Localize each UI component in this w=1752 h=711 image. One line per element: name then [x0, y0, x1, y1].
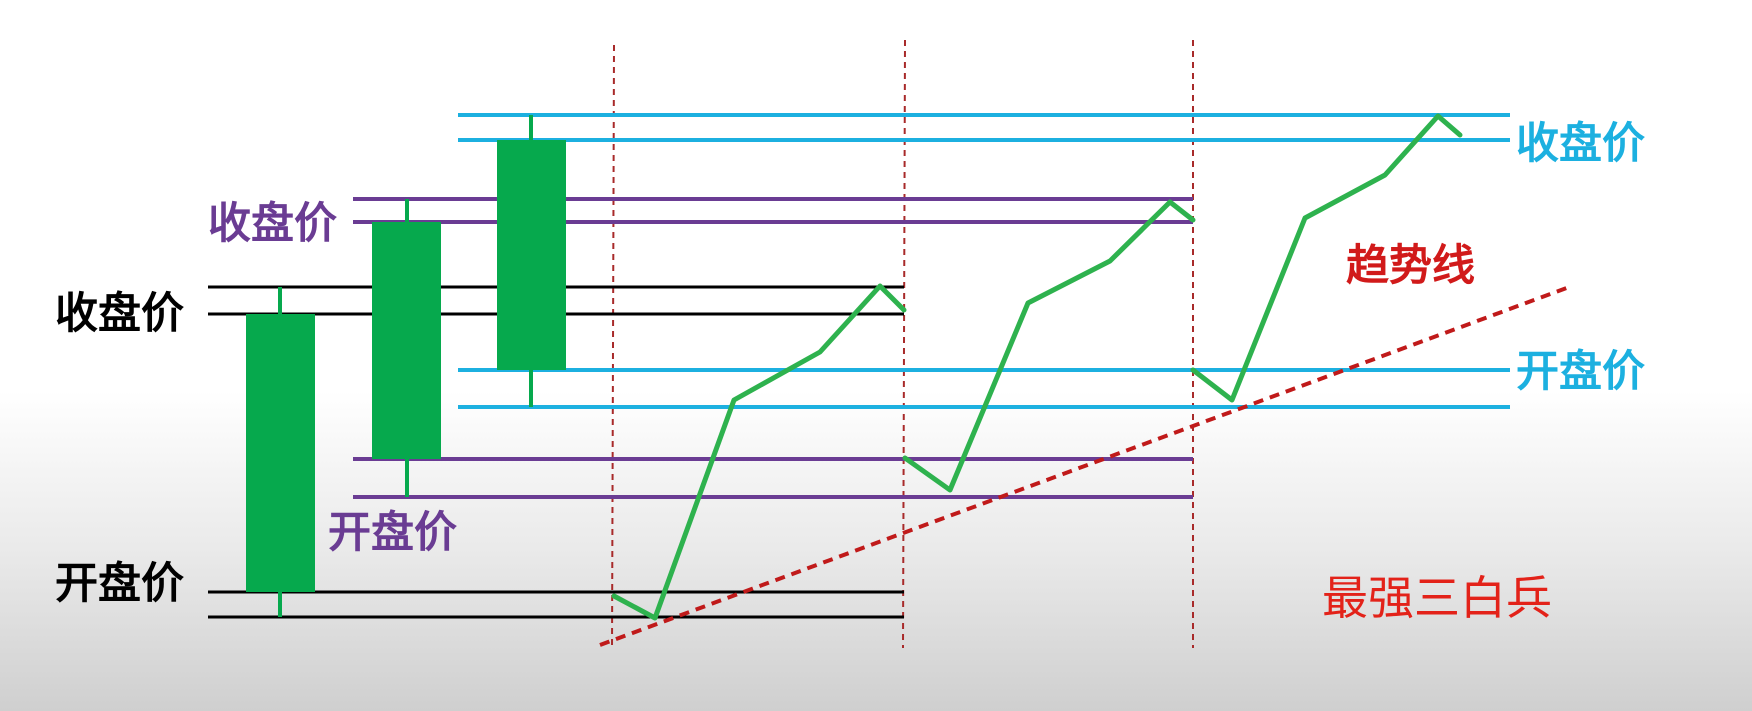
divider-1: [612, 45, 614, 650]
close-label-cyan: 收盘价: [1516, 119, 1645, 169]
candle-3: [497, 115, 566, 407]
purple-levels: [353, 199, 1193, 497]
divider-2: [903, 40, 905, 648]
open-label-cyan: 开盘价: [1516, 347, 1645, 397]
candle-2: [372, 199, 441, 497]
open-label-purple: 开盘价: [328, 508, 457, 558]
candle-1: [246, 287, 315, 617]
price-path-2: [905, 202, 1193, 490]
close-label-black: 收盘价: [55, 289, 184, 339]
pattern-title: 最强三白兵: [1322, 571, 1552, 625]
price-path-1: [614, 286, 904, 618]
candle-2-body: [372, 222, 441, 459]
candle-3-body: [497, 140, 566, 370]
close-label-purple: 收盘价: [208, 199, 337, 249]
trend-line-label: 趋势线: [1346, 241, 1475, 291]
open-label-black: 开盘价: [55, 559, 184, 609]
candle-1-body: [246, 314, 315, 592]
